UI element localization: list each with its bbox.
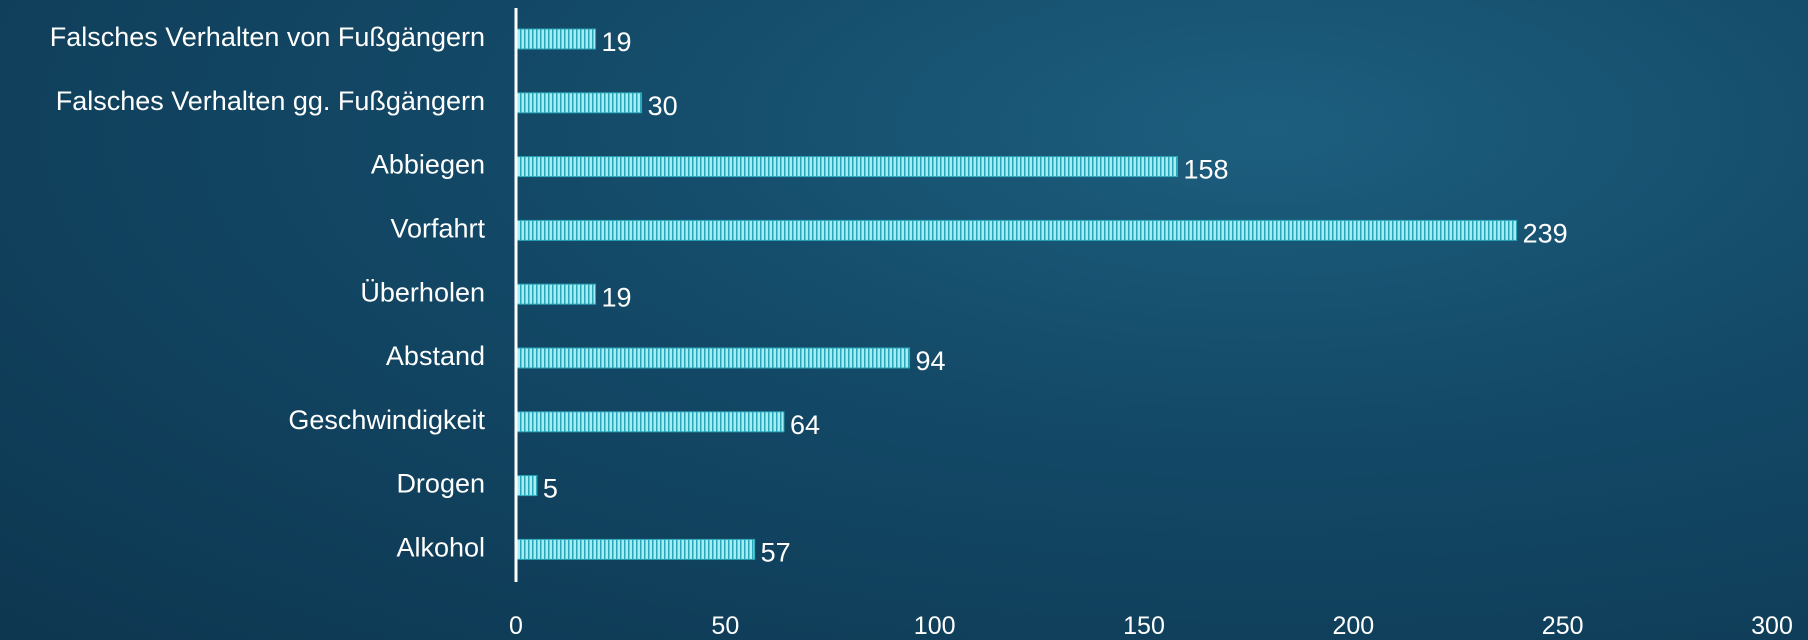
data-label: 19	[602, 282, 632, 312]
category-label: Falsches Verhalten gg. Fußgängern	[56, 86, 485, 116]
category-label: Überholen	[360, 277, 485, 307]
bar	[515, 283, 597, 305]
data-label: 64	[790, 410, 820, 440]
value-labels: 19 30 158 239 19 94 64 5 57	[543, 27, 1568, 567]
x-tick-label: 100	[914, 612, 956, 640]
bar	[515, 92, 643, 114]
data-label: 30	[648, 91, 678, 121]
category-label: Abstand	[386, 341, 485, 371]
category-label: Drogen	[396, 469, 485, 499]
x-tick-label: 300	[1751, 612, 1793, 640]
bar	[515, 347, 911, 369]
bar	[515, 219, 1518, 241]
data-label: 5	[543, 474, 558, 504]
bars	[515, 28, 1518, 560]
data-label: 19	[602, 27, 632, 57]
category-label: Abbiegen	[371, 150, 485, 180]
category-label: Geschwindigkeit	[288, 405, 485, 435]
category-labels: Falsches Verhalten von Fußgängern Falsche…	[50, 22, 486, 562]
bar	[515, 156, 1178, 178]
x-tick-label: 200	[1332, 612, 1374, 640]
bar	[515, 411, 785, 433]
x-tick-label: 0	[509, 612, 523, 640]
category-label: Vorfahrt	[390, 214, 485, 244]
data-label: 158	[1183, 155, 1228, 185]
bar	[515, 28, 597, 50]
data-label: 57	[761, 538, 791, 568]
x-tick-label: 50	[711, 612, 739, 640]
category-label: Alkohol	[396, 533, 485, 563]
x-axis-tick-labels: 0 50 100 150 200 250 300	[509, 612, 1793, 640]
category-label: Falsches Verhalten von Fußgängern	[50, 22, 485, 52]
bar	[515, 475, 538, 497]
x-tick-label: 250	[1542, 612, 1584, 640]
data-label: 94	[916, 346, 946, 376]
x-tick-label: 150	[1123, 612, 1165, 640]
bar	[515, 538, 756, 560]
data-label: 239	[1523, 219, 1568, 249]
